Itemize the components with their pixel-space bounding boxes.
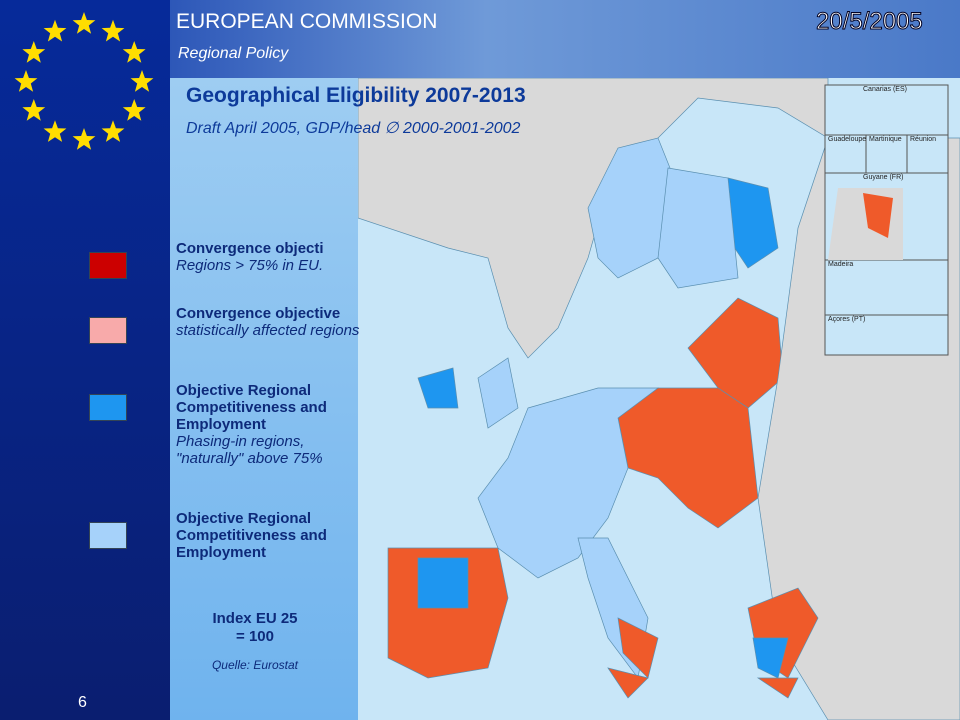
unit: Regional Policy (178, 45, 289, 62)
legend-subtitle: Regions > 75% in EU. (176, 257, 324, 274)
legend-swatch (89, 522, 127, 549)
page-number: 6 (78, 694, 87, 711)
inset-label: Açores (PT) (828, 316, 865, 323)
eu-flag (14, 12, 154, 150)
index-note: = 100 (236, 628, 274, 645)
legend-label: Objective Regional Competitiveness and E… (176, 382, 366, 467)
star (14, 70, 38, 92)
legend-label: Convergence objective statistically affec… (176, 305, 366, 339)
legend-subtitle: statistically affected regions (176, 322, 360, 339)
inset-label: Réunion (910, 136, 936, 143)
inset-label: Guyane (FR) (863, 174, 903, 181)
legend-label: Convergence objecti Regions > 75% in EU. (176, 240, 366, 274)
inset-label: Guadeloupe (828, 136, 866, 143)
star (122, 41, 146, 63)
star (101, 19, 125, 42)
legend-label: Objective Regional Competitiveness and E… (176, 510, 366, 561)
legend-swatch (89, 317, 127, 344)
legend-title: Objective Regional Competitiveness and E… (176, 510, 327, 561)
legend-swatch (89, 252, 127, 279)
index-note: Index EU 25 (212, 610, 298, 627)
subtitle: Draft April 2005, GDP/head ∅ 2000-2001-2… (186, 120, 521, 137)
inset-maps: Canarias (ES) Guadeloupe Martinique Réunion… (824, 84, 949, 356)
star (72, 128, 96, 150)
star (43, 19, 67, 42)
source: Quelle: Eurostat (211, 658, 299, 672)
legend-title: Convergence objecti (176, 240, 324, 257)
header-band (170, 0, 960, 78)
star (101, 120, 125, 142)
inset-label: Canarias (ES) (863, 86, 907, 93)
side-band (0, 0, 170, 720)
eligibility-map: Canarias (ES) Guadeloupe Martinique Réunion… (358, 78, 960, 720)
inset-label: Madeira (828, 261, 853, 268)
star (122, 99, 146, 121)
organisation: EUROPEAN COMMISSION (176, 10, 438, 33)
star (22, 99, 46, 121)
legend-title: Objective Regional Competitiveness and E… (176, 382, 327, 433)
inset-label: Martinique (869, 136, 902, 143)
legend-title: Convergence objective (176, 305, 341, 322)
star (22, 41, 46, 63)
title: Geographical Eligibility 2007-2013 (186, 84, 526, 107)
date: 20/5/2005 (816, 8, 924, 36)
star (72, 12, 96, 34)
star (130, 70, 154, 92)
legend-panel (170, 78, 358, 720)
legend-swatch (89, 394, 127, 421)
legend-subtitle: Phasing-in regions, "naturally" above 75… (176, 433, 323, 467)
star (43, 120, 67, 142)
